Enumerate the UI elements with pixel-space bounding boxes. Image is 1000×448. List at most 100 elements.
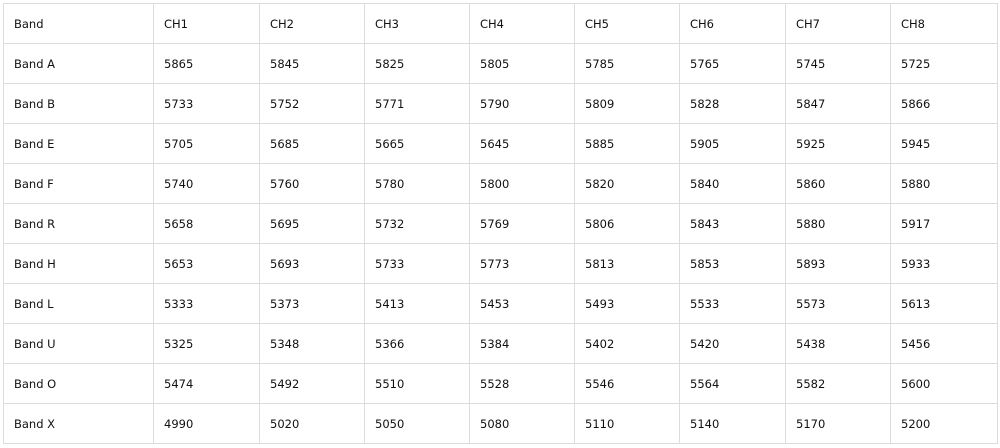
- frequency-cell: 5453: [469, 283, 575, 324]
- frequency-cell: 5582: [785, 363, 891, 404]
- column-header-band: Band: [3, 3, 154, 44]
- band-name-cell: Band E: [3, 123, 154, 164]
- frequency-cell: 5492: [259, 363, 365, 404]
- frequency-cell: 5925: [785, 123, 891, 164]
- frequency-cell: 5333: [153, 283, 260, 324]
- frequency-cell: 5533: [679, 283, 786, 324]
- frequency-cell: 5880: [890, 163, 998, 204]
- column-header-ch7: CH7: [785, 3, 891, 44]
- frequency-table: Band CH1 CH2 CH3 CH4 CH5 CH6 CH7 CH8 Band A 5865 5…: [3, 3, 998, 444]
- frequency-cell: 5050: [364, 403, 470, 444]
- frequency-cell: 5384: [469, 323, 575, 364]
- frequency-cell: 5780: [364, 163, 470, 204]
- table-row: Band F 5740 5760 5780 5800 5820 5840 5860 5880: [3, 163, 998, 204]
- frequency-cell: 5880: [785, 203, 891, 244]
- frequency-cell: 5413: [364, 283, 470, 324]
- frequency-cell: 5528: [469, 363, 575, 404]
- column-header-ch3: CH3: [364, 3, 470, 44]
- band-name-cell: Band A: [3, 43, 154, 84]
- frequency-cell: 5493: [574, 283, 680, 324]
- band-name-cell: Band U: [3, 323, 154, 364]
- frequency-cell: 4990: [153, 403, 260, 444]
- frequency-cell: 5847: [785, 83, 891, 124]
- frequency-cell: 5840: [679, 163, 786, 204]
- frequency-cell: 5785: [574, 43, 680, 84]
- frequency-cell: 5402: [574, 323, 680, 364]
- frequency-cell: 5373: [259, 283, 365, 324]
- table-row: Band L 5333 5373 5413 5453 5493 5533 5573 5613: [3, 283, 998, 324]
- band-name-cell: Band R: [3, 203, 154, 244]
- frequency-cell: 5805: [469, 43, 575, 84]
- frequency-cell: 5893: [785, 243, 891, 284]
- column-header-ch8: CH8: [890, 3, 998, 44]
- frequency-cell: 5705: [153, 123, 260, 164]
- table-row: Band U 5325 5348 5366 5384 5402 5420 5438 5456: [3, 323, 998, 364]
- frequency-cell: 5693: [259, 243, 365, 284]
- frequency-cell: 5653: [153, 243, 260, 284]
- frequency-cell: 5917: [890, 203, 998, 244]
- band-name-cell: Band L: [3, 283, 154, 324]
- frequency-cell: 5800: [469, 163, 575, 204]
- frequency-cell: 5843: [679, 203, 786, 244]
- column-header-ch4: CH4: [469, 3, 575, 44]
- frequency-cell: 5170: [785, 403, 891, 444]
- frequency-cell: 5725: [890, 43, 998, 84]
- frequency-cell: 5813: [574, 243, 680, 284]
- frequency-cell: 5806: [574, 203, 680, 244]
- band-name-cell: Band O: [3, 363, 154, 404]
- frequency-cell: 5733: [364, 243, 470, 284]
- table-row: Band O 5474 5492 5510 5528 5546 5564 5582 5600: [3, 363, 998, 404]
- band-name-cell: Band B: [3, 83, 154, 124]
- frequency-cell: 5140: [679, 403, 786, 444]
- frequency-cell: 5809: [574, 83, 680, 124]
- frequency-cell: 5765: [679, 43, 786, 84]
- frequency-cell: 5420: [679, 323, 786, 364]
- frequency-cell: 5080: [469, 403, 575, 444]
- frequency-cell: 5733: [153, 83, 260, 124]
- header-row: Band CH1 CH2 CH3 CH4 CH5 CH6 CH7 CH8: [3, 3, 998, 44]
- frequency-cell: 5600: [890, 363, 998, 404]
- frequency-cell: 5685: [259, 123, 365, 164]
- frequency-cell: 5665: [364, 123, 470, 164]
- frequency-cell: 5845: [259, 43, 365, 84]
- frequency-cell: 5510: [364, 363, 470, 404]
- frequency-cell: 5564: [679, 363, 786, 404]
- frequency-cell: 5695: [259, 203, 365, 244]
- table-row: Band R 5658 5695 5732 5769 5806 5843 5880 5917: [3, 203, 998, 244]
- frequency-cell: 5348: [259, 323, 365, 364]
- table-row: Band A 5865 5845 5825 5805 5785 5765 5745 5725: [3, 43, 998, 84]
- frequency-cell: 5645: [469, 123, 575, 164]
- frequency-cell: 5769: [469, 203, 575, 244]
- frequency-cell: 5740: [153, 163, 260, 204]
- frequency-cell: 5773: [469, 243, 575, 284]
- frequency-cell: 5905: [679, 123, 786, 164]
- band-name-cell: Band X: [3, 403, 154, 444]
- frequency-cell: 5546: [574, 363, 680, 404]
- frequency-cell: 5438: [785, 323, 891, 364]
- frequency-cell: 5933: [890, 243, 998, 284]
- column-header-ch2: CH2: [259, 3, 365, 44]
- table-row: Band B 5733 5752 5771 5790 5809 5828 5847 5866: [3, 83, 998, 124]
- frequency-cell: 5732: [364, 203, 470, 244]
- frequency-cell: 5860: [785, 163, 891, 204]
- frequency-cell: 5613: [890, 283, 998, 324]
- frequency-cell: 5658: [153, 203, 260, 244]
- frequency-cell: 5828: [679, 83, 786, 124]
- frequency-cell: 5865: [153, 43, 260, 84]
- table-row: Band H 5653 5693 5733 5773 5813 5853 5893 5933: [3, 243, 998, 284]
- table-row: Band E 5705 5685 5665 5645 5885 5905 5925 5945: [3, 123, 998, 164]
- table-row: Band X 4990 5020 5050 5080 5110 5140 5170 5200: [3, 403, 998, 444]
- frequency-cell: 5366: [364, 323, 470, 364]
- column-header-ch5: CH5: [574, 3, 680, 44]
- frequency-cell: 5820: [574, 163, 680, 204]
- frequency-cell: 5745: [785, 43, 891, 84]
- frequency-cell: 5885: [574, 123, 680, 164]
- frequency-cell: 5752: [259, 83, 365, 124]
- frequency-cell: 5573: [785, 283, 891, 324]
- frequency-cell: 5020: [259, 403, 365, 444]
- frequency-cell: 5790: [469, 83, 575, 124]
- frequency-cell: 5200: [890, 403, 998, 444]
- band-name-cell: Band F: [3, 163, 154, 204]
- frequency-cell: 5945: [890, 123, 998, 164]
- frequency-cell: 5866: [890, 83, 998, 124]
